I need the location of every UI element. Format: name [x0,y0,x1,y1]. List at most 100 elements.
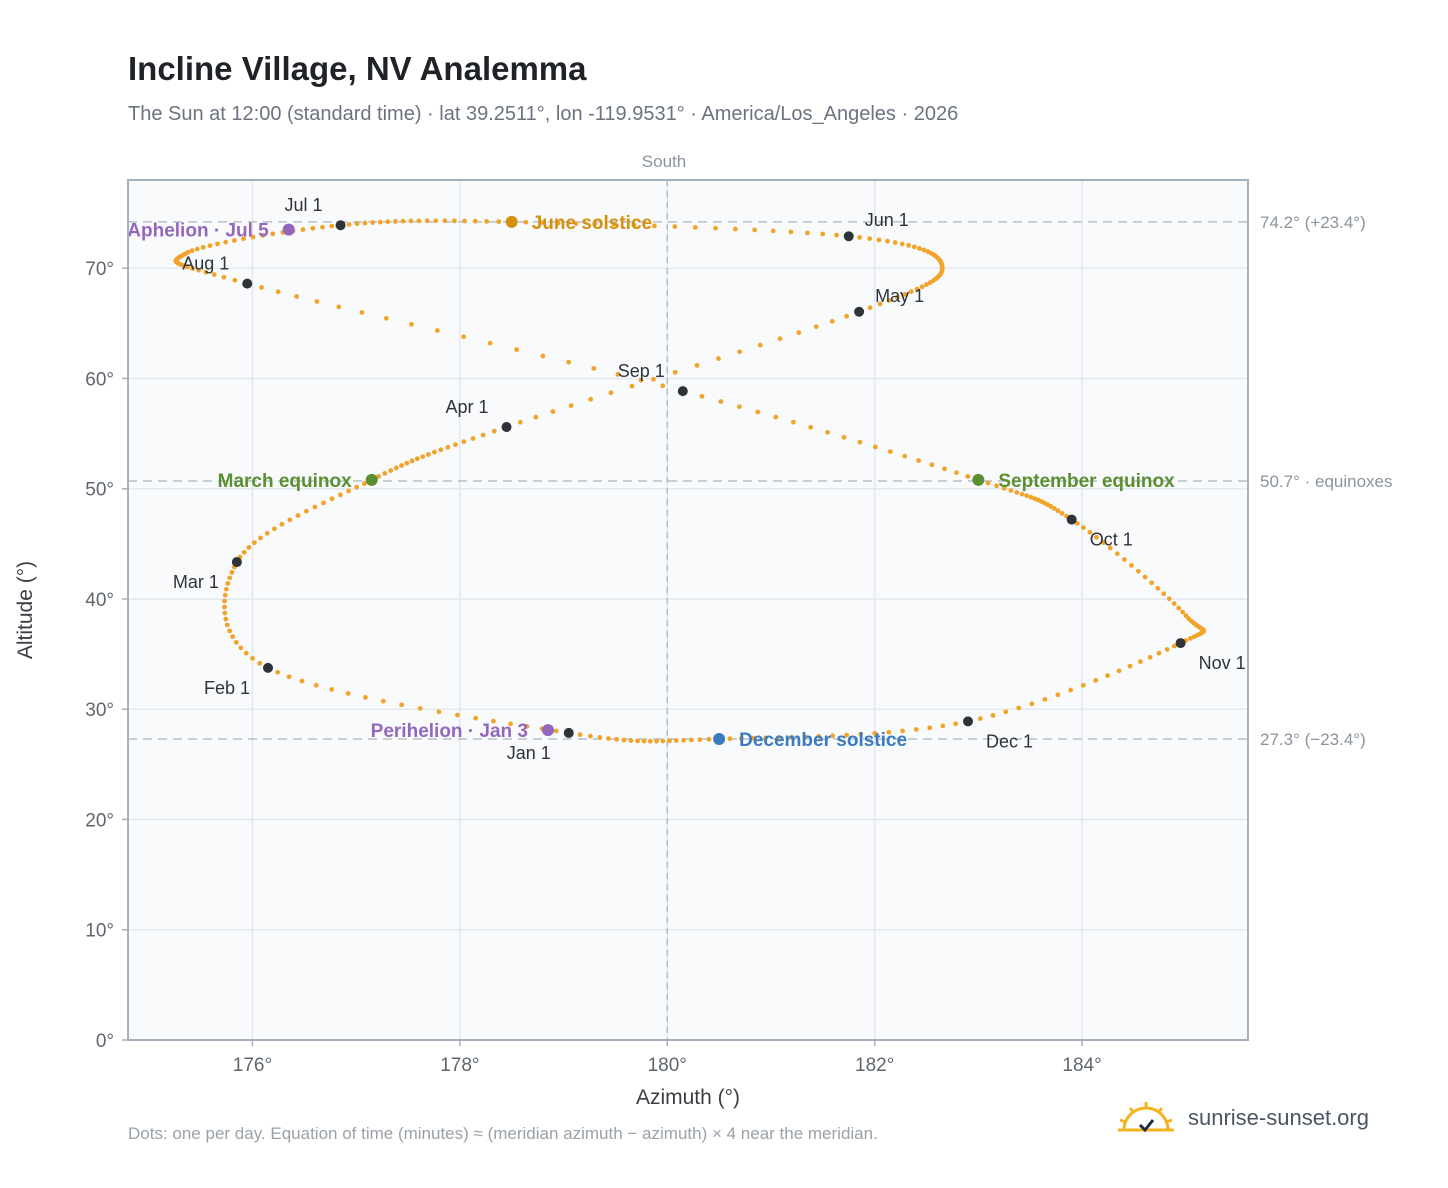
daily-sun-dot [550,409,556,414]
daily-sun-dot [790,419,796,425]
grid [128,180,1248,1040]
daily-sun-dot [336,304,342,310]
daily-sun-dot [260,233,266,238]
daily-sun-dot [194,246,200,252]
reference-line-label: 74.2° (+23.4°) [1260,213,1366,232]
daily-sun-dot [1166,596,1172,602]
plot-frame [127,179,1249,1041]
daily-sun-dot [436,709,442,715]
daily-sun-dot [453,442,458,448]
daily-sun-dot [392,218,398,224]
daily-sun-dot [716,356,721,361]
daily-sun-dot [737,404,742,410]
daily-sun-dot [491,718,496,724]
daily-sun-dot [230,634,235,640]
brand-logo[interactable]: sunrise-sunset.org [1118,1100,1369,1136]
daily-sun-dot [857,235,863,240]
daily-sun-dot [588,396,594,402]
daily-sun-dot [994,483,1000,489]
daily-sun-dot [916,458,922,463]
daily-sun-dot [886,298,892,303]
daily-sun-dot [886,729,892,735]
daily-sun-dot [755,409,761,415]
x-tick-label: 184° [1062,1055,1101,1076]
daily-sun-dot [312,504,318,510]
daily-sun-dot [911,244,917,250]
daily-sun-dot [221,274,227,280]
month-marker [1066,514,1077,525]
daily-sun-dot [246,545,252,550]
daily-sun-dot [424,218,430,224]
daily-sun-dot [251,540,257,546]
x-tick-label: 180° [648,1055,687,1076]
daily-sun-dot [614,736,619,742]
daily-sun-dot [207,243,213,249]
x-tick-label: 182° [855,1055,894,1076]
daily-sun-dot [1121,557,1127,562]
daily-sun-dot [1093,678,1099,683]
daily-sun-dot [667,738,672,744]
x-tick-label: 176° [233,1055,272,1076]
month-marker [677,386,688,397]
daily-sun-dot [597,735,603,740]
month-marker [843,231,854,242]
daily-sun-dot [844,732,850,738]
daily-sun-dot [404,460,410,466]
daily-sun-dot [706,736,712,742]
event-marker [713,733,726,745]
footnote: Dots: one per day. Equation of time (min… [128,1124,878,1143]
month-marker-label: Dec 1 [986,731,1033,751]
daily-sun-dot [1191,634,1197,640]
daily-sun-dot [227,575,233,581]
daily-sun-dot [1171,643,1177,649]
daily-sun-dot [329,223,335,229]
daily-sun-dot [222,604,227,610]
daily-sun-dot [517,419,523,425]
daily-sun-dot [830,733,836,739]
month-marker-label: Mar 1 [173,572,219,592]
daily-sun-dot [1161,591,1167,597]
daily-sun-dot [689,737,694,743]
daily-sun-dot [1142,574,1148,580]
daily-sun-dot [829,318,835,324]
daily-sun-dot [925,249,931,254]
daily-sun-dot [215,241,220,247]
daily-sun-dot [773,414,779,420]
daily-sun-dot [524,723,530,729]
daily-sun-dot [222,592,228,598]
daily-sun-dot [211,272,217,277]
event-marker [505,215,518,228]
daily-sun-dot [924,282,929,287]
daily-sun-dot [270,231,276,237]
daily-sun-dot [377,219,383,225]
daily-sun-dot [190,266,195,271]
daily-sun-dot [480,432,486,438]
daily-sun-dot [399,702,405,708]
daily-sun-dot [434,328,440,333]
daily-sun-dot [287,517,293,523]
daily-sun-dot [990,713,996,718]
x-tick-label: 178° [440,1055,479,1076]
daily-sun-dot [223,616,229,622]
daily-sun-dot [452,218,457,224]
y-tick-label: 0° [96,1031,114,1052]
daily-sun-dot [200,244,206,250]
daily-sun-dot [1081,525,1086,531]
daily-sun-dot [872,444,878,450]
daily-sun-dot [241,549,247,555]
daily-sun-dot [275,289,281,295]
daily-sun-dot [496,219,502,225]
daily-sun-dot [1055,508,1061,514]
daily-sun-dot [359,310,365,315]
daily-sun-dot [271,526,277,532]
daily-sun-dot [222,610,228,616]
month-marker [1175,638,1186,649]
daily-sun-dot [737,349,743,355]
daily-sun-dot [902,453,908,459]
daily-sun-dot [1055,692,1061,698]
daily-sun-dot [592,221,598,227]
daily-sun-dot [231,238,237,243]
event-marker [365,473,378,486]
daily-sun-dot [362,220,368,226]
daily-sun-dot [841,434,847,440]
